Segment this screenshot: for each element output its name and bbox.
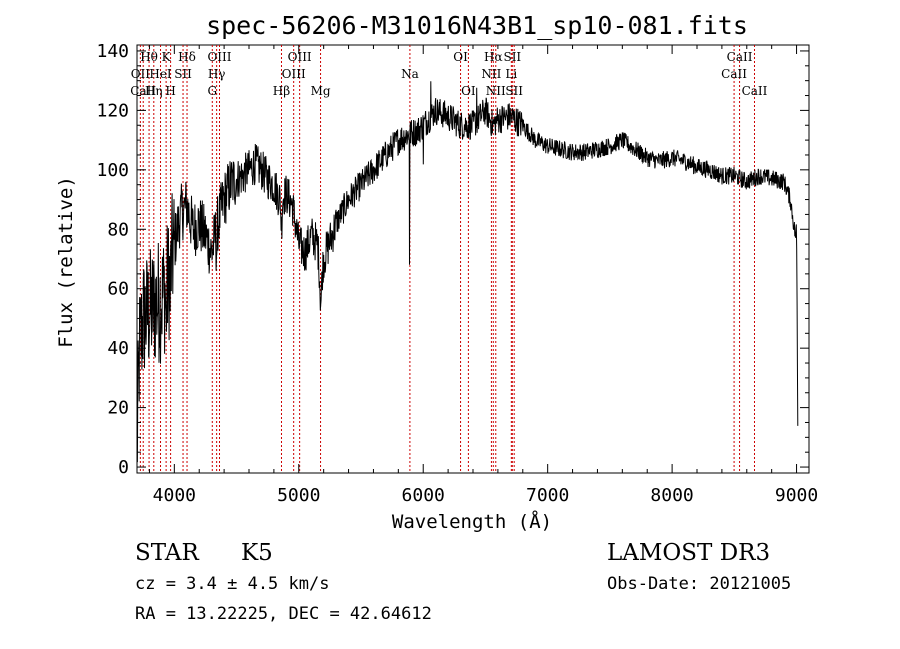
reference-line-label: Hα: [484, 50, 503, 64]
reference-line-label: Na: [401, 67, 419, 81]
x-tick-label: 8000: [650, 485, 693, 506]
reference-line-label: SII: [503, 50, 521, 64]
survey-name: LAMOST DR3: [607, 540, 770, 566]
reference-line-label: NII: [481, 67, 501, 81]
x-tick-label: 6000: [402, 485, 445, 506]
y-tick-label: 0: [118, 457, 129, 478]
y-tick-label: 60: [107, 279, 129, 300]
reference-line-label: OII: [131, 67, 151, 81]
x-tick-label: 7000: [526, 485, 569, 506]
reference-line-label: SII: [505, 84, 523, 98]
axis-ticks: [137, 45, 809, 473]
y-tick-label: 100: [96, 160, 129, 181]
y-tick-label: 40: [107, 338, 129, 359]
reference-line-label: OIII: [282, 67, 306, 81]
reference-line-label: OIII: [288, 50, 312, 64]
reference-line-label: HeI: [149, 67, 172, 81]
reference-line-label: OI: [461, 84, 476, 98]
reference-line-label: Hη: [145, 84, 163, 98]
y-tick-label: 120: [96, 100, 129, 121]
object-class: STAR: [135, 540, 199, 566]
x-tick-label: 9000: [775, 485, 818, 506]
reference-line-label: H: [165, 84, 175, 98]
reference-line-label: SII: [174, 67, 192, 81]
x-axis-label: Wavelength (Å): [392, 510, 552, 533]
reference-line-labels: OII CaII Hθ Hη HeI K H SII Hδ G Hγ OIII Hβ OIII OIII Mg…: [130, 50, 767, 98]
flux-series-line: [136, 81, 799, 463]
x-tick-label: 4000: [153, 485, 196, 506]
reference-line-label: CaII: [727, 50, 753, 64]
observation-date: Obs-Date: 20121005: [607, 574, 791, 594]
reference-line-label: OI: [453, 50, 468, 64]
x-tick-label: 5000: [277, 485, 320, 506]
reference-line-label: Li: [505, 67, 517, 81]
reference-line-label: Hδ: [178, 50, 196, 64]
y-tick-label: 20: [107, 398, 129, 419]
reference-line-label: NII: [486, 84, 506, 98]
reference-line-label: K: [162, 50, 172, 64]
reference-line-label: G: [207, 84, 217, 98]
axis-tick-labels: 4000 5000 6000 7000 8000 9000 0 20 40 60 80 100 120 1…: [96, 41, 818, 506]
reference-line-label: Mg: [311, 84, 331, 98]
object-subclass: K5: [241, 540, 273, 566]
reference-lines: [139, 45, 755, 473]
reference-line-label: CaII: [721, 67, 747, 81]
reference-line-label: CaII: [130, 84, 156, 98]
redshift-velocity: cz = 3.4 ± 4.5 km/s: [135, 574, 329, 594]
y-tick-label: 80: [107, 219, 129, 240]
reference-line-label: Hβ: [273, 84, 290, 98]
reference-line-label: Hγ: [208, 67, 226, 81]
coordinates: RA = 13.22225, DEC = 42.64612: [135, 604, 432, 624]
plot-frame: [136, 44, 810, 474]
reference-line-label: CaII: [742, 84, 768, 98]
y-tick-label: 140: [96, 41, 129, 62]
reference-line-label: OIII: [207, 50, 231, 64]
y-axis-label: Flux (relative): [55, 176, 77, 348]
chart-title: spec-56206-M31016N43B1_sp10-081.fits: [206, 11, 748, 40]
reference-line-label: Hθ: [140, 50, 158, 64]
